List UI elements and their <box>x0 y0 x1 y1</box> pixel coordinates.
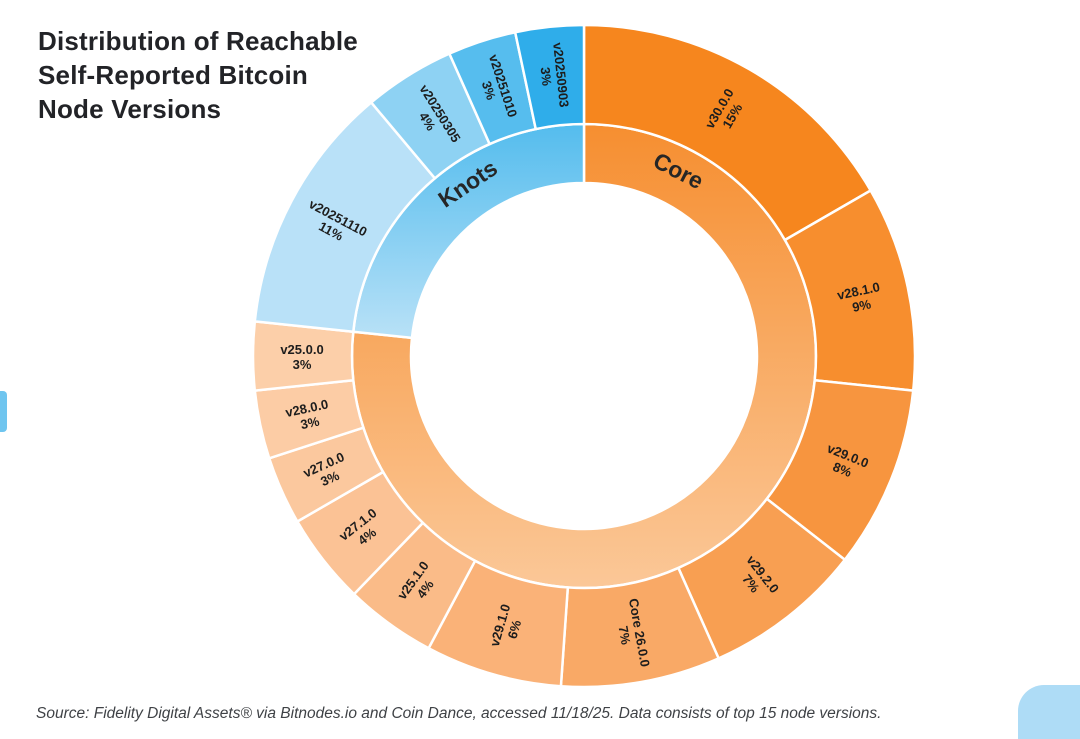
segment-label: v25.0.0 3% <box>280 342 323 372</box>
left-edge-accent <box>0 391 7 432</box>
sunburst-chart: v30.0.015% v28.1.09% v29.0.08% v29.2.07% Cor… <box>244 16 924 696</box>
page-title: Distribution of Reachable Self-Reported … <box>38 26 358 124</box>
source-attribution: Source: Fidelity Digital Assets® via Bit… <box>36 705 882 722</box>
sunburst-chart-svg: v30.0.015%v28.1.09%v29.0.08%v29.2.07%Cor… <box>251 23 917 689</box>
segment-label: v202509033% <box>535 42 572 110</box>
corner-accent <box>1018 685 1080 739</box>
segment-v20250903 <box>513 23 586 131</box>
